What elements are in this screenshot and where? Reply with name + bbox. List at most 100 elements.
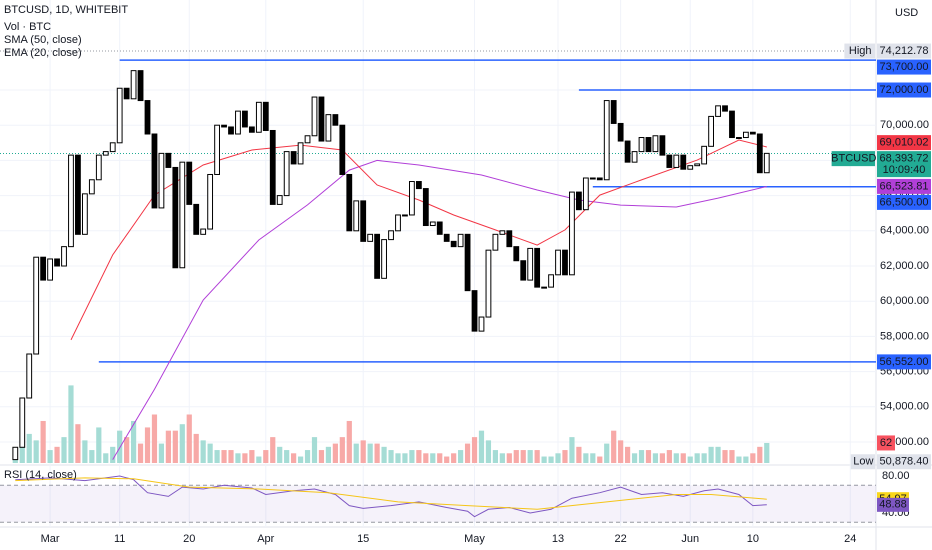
candle [562,249,568,276]
candle [464,233,471,292]
price-label: 66,523.81 [880,180,929,192]
volume-bar [451,453,457,463]
candle [548,274,554,288]
volume-bar [548,456,554,463]
volume-bar [604,443,610,463]
volume-bar [395,453,401,463]
price-tag-box [850,454,875,470]
volume-bar [374,443,380,463]
volume-bar [729,450,735,463]
price-label-box [877,454,931,470]
candle [242,110,248,128]
x-tick-label: May [464,533,485,545]
candle [318,96,325,142]
volume-bar [701,453,707,463]
candle [603,100,610,181]
y-tick-label: 62,000.00 [880,260,929,272]
candle [12,446,19,461]
price-label-box [877,178,931,194]
volume-bar [715,446,721,463]
volume-bar [569,437,575,463]
volume-bar [263,450,269,463]
price-label-box [877,59,931,75]
candle [617,122,624,142]
y-tick-label: 64,000.00 [880,225,929,237]
candle [645,137,652,153]
volume-bar [221,450,227,463]
candle [61,246,67,267]
volume-bar [325,446,332,463]
candle [492,233,499,251]
x-tick-label: 10 [747,533,759,545]
price-label-box [877,151,931,178]
candle [624,140,631,163]
x-tick-label: 13 [552,533,564,545]
price-tag: BTCUSD [831,153,876,165]
volume-bar [409,450,415,463]
volume-bar [631,453,638,463]
candle [214,124,220,175]
candle [749,131,756,135]
price-label: 74,212.78 [880,45,929,57]
volume-label-box [877,435,895,451]
volume-bar [416,450,422,463]
volume-bar [618,440,624,463]
volume-bar [332,443,338,463]
currency[interactable]: USD [895,7,918,19]
candle [575,191,582,211]
candle [520,260,527,281]
candle [506,230,513,248]
volume-bar [214,450,220,463]
candle [708,115,714,147]
candle [186,161,193,205]
price-label: 50,878.40 [880,456,929,468]
candle [687,165,694,170]
candle [429,221,436,227]
volume-bar [625,446,631,463]
candle [409,181,415,216]
volume-bar [402,453,408,463]
candle [297,142,304,165]
volume-bar [311,437,318,463]
volume-bar [200,440,206,463]
volume-bar [75,424,81,463]
candle [54,258,60,267]
volume-bar [318,450,325,463]
volume-bar [708,446,714,463]
candle [729,110,735,139]
volume-bar [89,450,95,463]
candle [450,240,457,248]
price-label-box [877,43,931,59]
volume-bar [597,456,603,463]
volume-bar [506,453,512,463]
volume-bar [680,453,686,463]
volume-bar [499,453,505,463]
candle [311,96,318,137]
candle [415,181,422,190]
volume-bar [207,443,213,463]
price-label: 73,700.00 [880,61,929,73]
volume-bar [172,430,178,463]
volume-bar [110,446,116,463]
price-label: 66,500.00 [880,196,929,208]
volume-bar [297,456,304,463]
rsi-line [15,477,767,510]
candle [179,161,186,269]
candle [715,105,721,117]
price-label-box [877,194,931,210]
volume-bar [638,450,645,463]
rsi-label: 48.88 [879,499,907,511]
y-tick-label: 58,000.00 [880,330,929,342]
candle [172,166,179,269]
price-label: 68,393.72 [880,153,929,165]
candle [680,154,687,170]
candle [367,233,374,242]
volume-bar [68,385,74,463]
rsi-tick-label: 80.00 [882,470,910,482]
price-label: 72,000.00 [880,84,929,96]
volume-bar [722,450,728,463]
candle [541,286,548,289]
candle [736,137,742,140]
